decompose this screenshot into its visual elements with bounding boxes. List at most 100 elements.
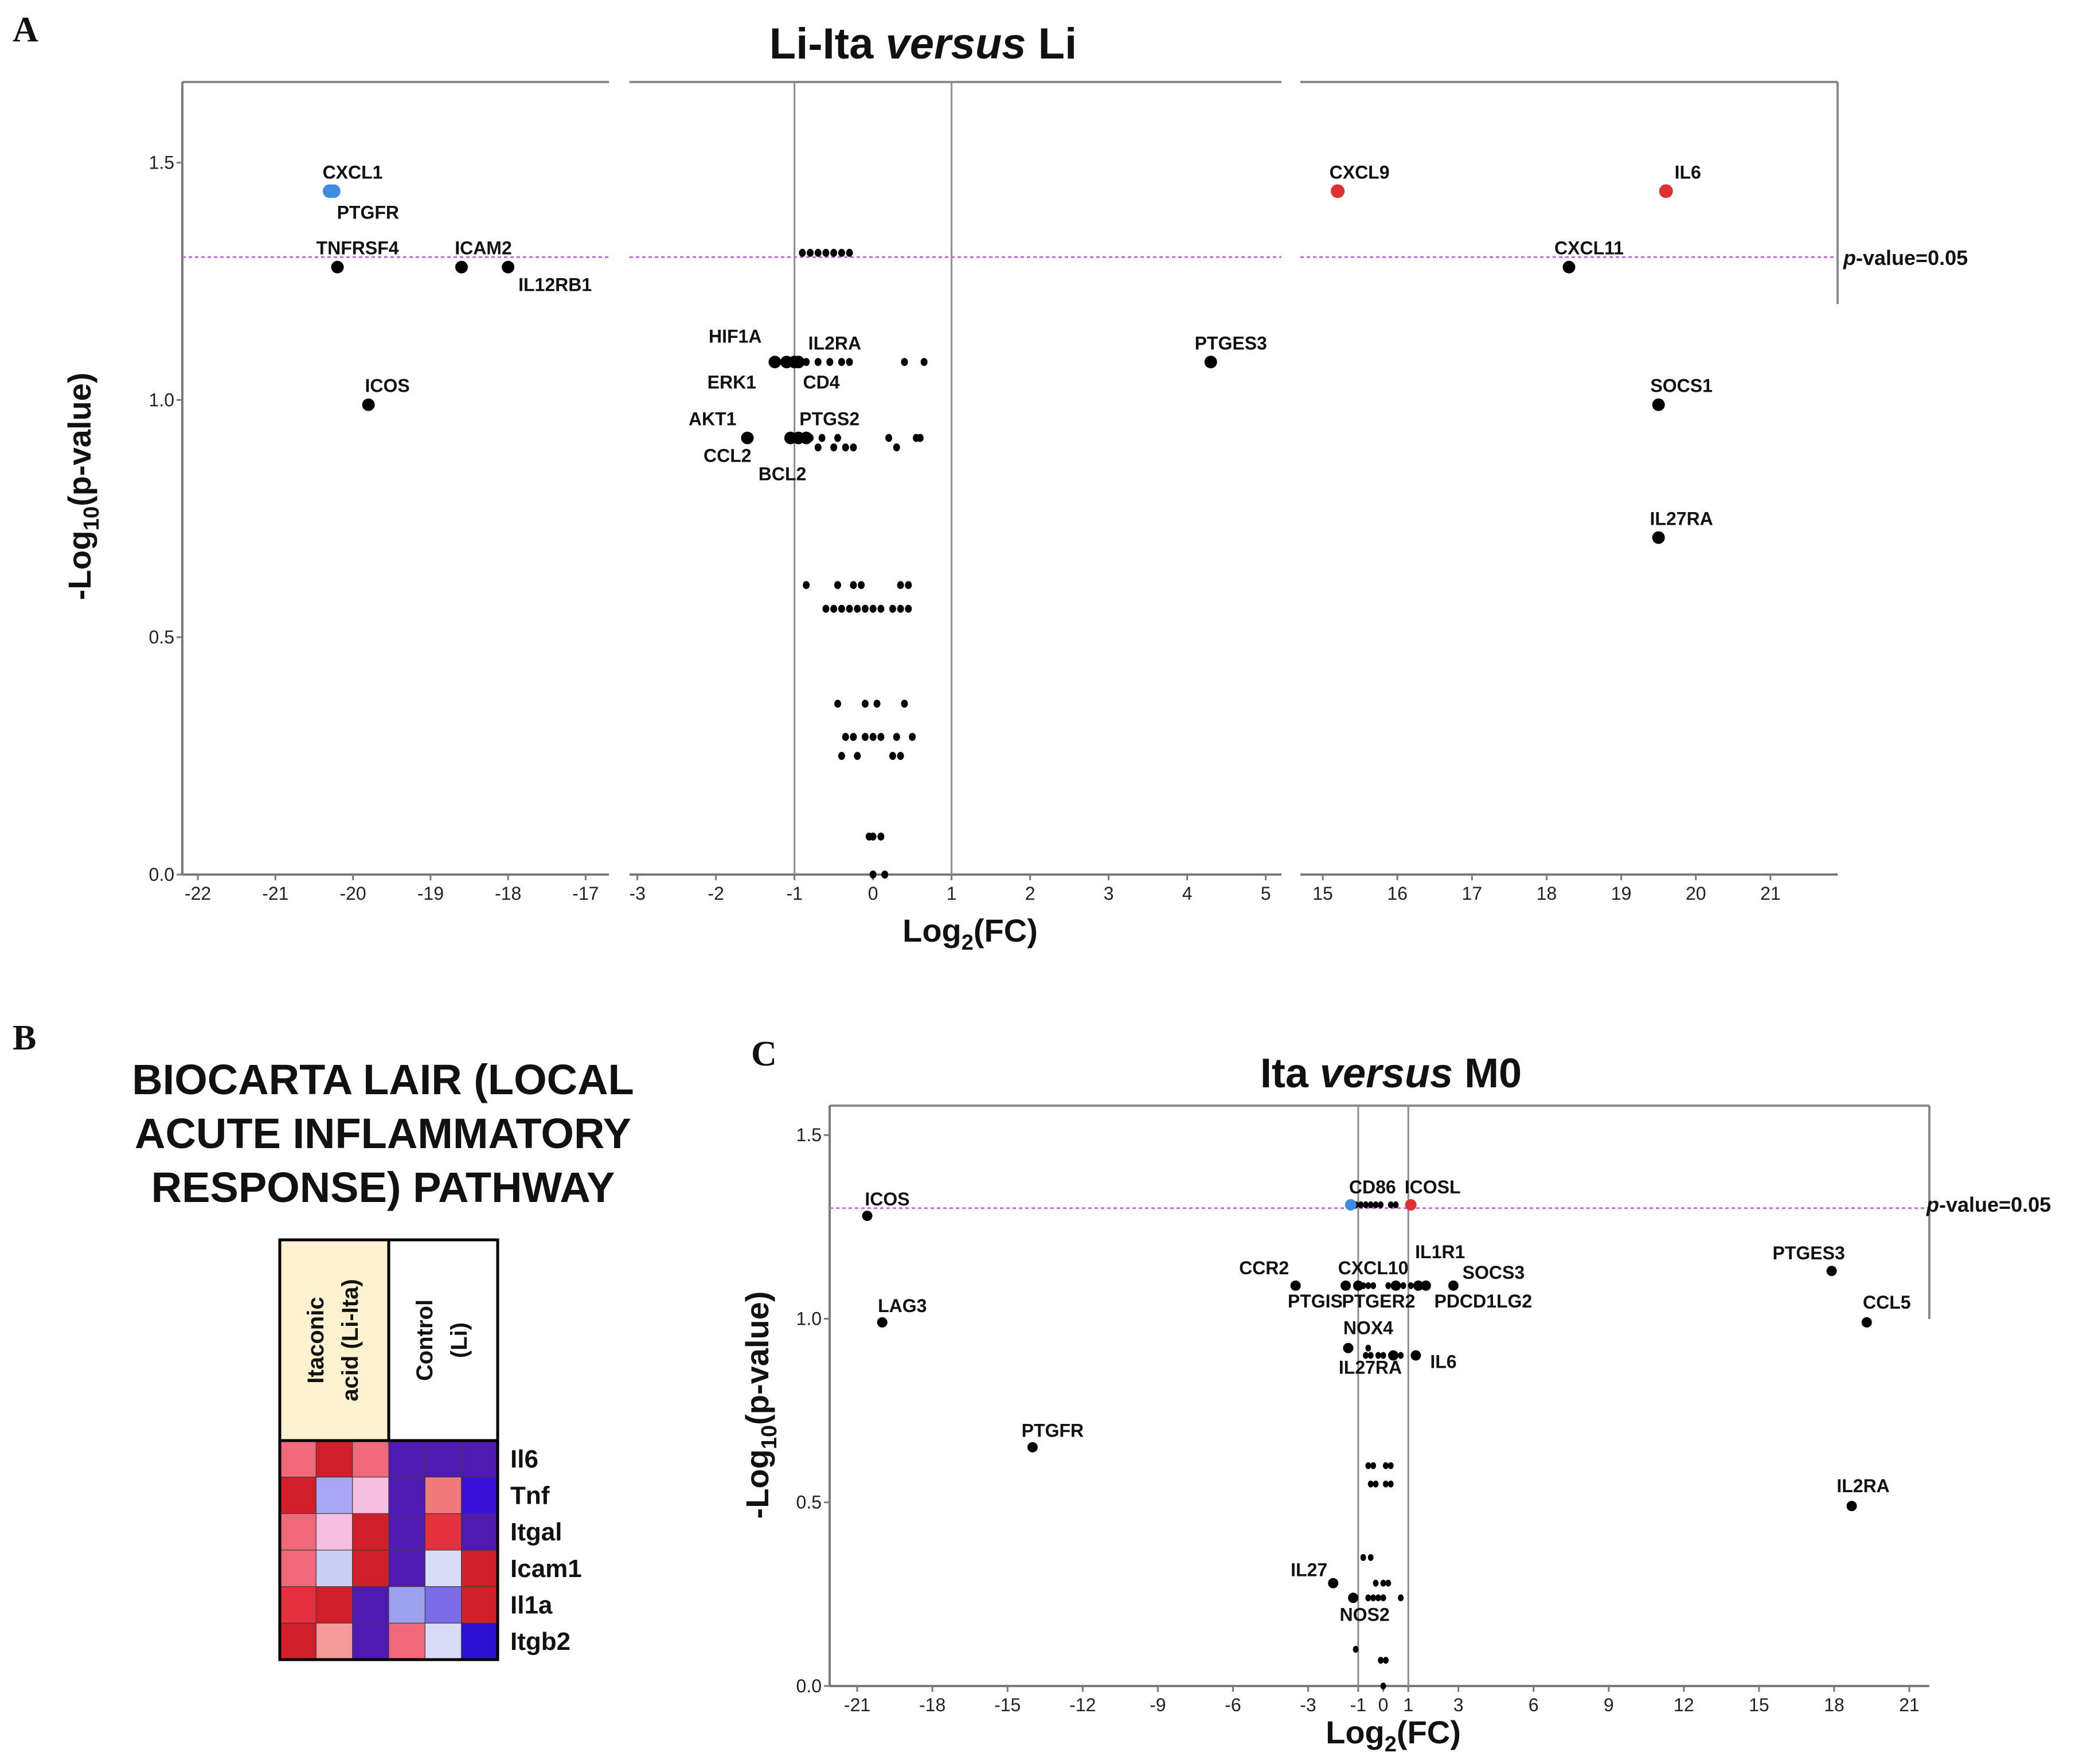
data-point <box>873 700 881 708</box>
data-point <box>1375 1594 1381 1602</box>
data-point <box>905 604 912 613</box>
data-point-socs1 <box>1652 398 1665 411</box>
heatmap-col-label-itaconic-1: Itaconic <box>303 1297 329 1383</box>
data-point-cd4 <box>792 356 805 369</box>
data-point <box>1388 1462 1394 1469</box>
data-point <box>846 248 853 257</box>
data-point <box>1365 1594 1371 1602</box>
x-tick-label-17: 17 <box>1462 883 1483 904</box>
panel-b-letter: B <box>13 1018 36 1057</box>
panel-a-plot: 0.0 0.5 1.0 1.5 -22 -21 -20 -19 -18 -17 -3 -2 -1 0 1 2 3… <box>149 81 1839 904</box>
data-point <box>1393 1201 1399 1208</box>
data-point <box>869 604 877 613</box>
data-point-ptges3 <box>1826 1266 1837 1277</box>
x-tick-label-3: 3 <box>1453 1695 1464 1715</box>
point-label-ptges3: PTGES3 <box>1772 1243 1844 1263</box>
x-tick-label--20: -20 <box>339 883 366 904</box>
data-point-nos2 <box>1348 1593 1359 1603</box>
panel-a-threshold-label: p-value=0.05 <box>1843 246 1968 270</box>
data-point <box>1358 1201 1364 1208</box>
y-tick-label-1-0: 1.0 <box>796 1308 822 1329</box>
panel-c-axis-frame <box>829 1105 1930 1687</box>
panel-a-x-axis-title: Log2(FC) <box>902 912 1038 955</box>
panel-a-title: Li-Ita versus Li <box>769 19 1077 68</box>
panel-a-y-axis-title: -Log10(p-value) <box>61 373 104 600</box>
data-point <box>1408 1282 1414 1289</box>
x-tick-label--1: -1 <box>786 883 802 904</box>
heatmap-cell <box>388 1586 426 1624</box>
point-label-il12rb1: IL12RB1 <box>518 275 592 295</box>
point-label-ccl2: CCL2 <box>704 446 752 466</box>
data-point <box>799 248 806 257</box>
data-point <box>1367 1480 1374 1488</box>
heatmap-cell <box>315 1550 353 1587</box>
data-point <box>822 604 830 613</box>
heatmap-row-label-il1a: Il1a <box>510 1591 553 1619</box>
data-point-ptger2 <box>1390 1280 1401 1291</box>
heatmap-cells <box>279 1440 499 1661</box>
x-tick-label-18: 18 <box>1824 1695 1844 1715</box>
data-point <box>1367 1352 1374 1359</box>
x-tick-label--2: -2 <box>708 883 724 904</box>
data-point-nox4 <box>1343 1342 1354 1353</box>
data-point <box>1398 1594 1404 1602</box>
x-tick-label-0: 0 <box>1378 1695 1389 1715</box>
panel-b-title-line-1: BIOCARTA LAIR (LOCAL <box>132 1056 634 1103</box>
heatmap-cell <box>279 1586 317 1624</box>
data-point-il27 <box>1328 1578 1339 1589</box>
x-tick-label--3: -3 <box>1300 1695 1316 1715</box>
x-tick-label-6: 6 <box>1529 1695 1539 1715</box>
data-point <box>1373 1201 1379 1208</box>
data-point-socs3 <box>1448 1280 1459 1291</box>
heatmap-row-labels: Il6 Tnf Itgal Icam1 Il1a Itgb2 <box>510 1445 582 1656</box>
point-label-ptgfr: PTGFR <box>337 202 399 223</box>
data-point <box>1380 1683 1386 1689</box>
data-point <box>830 604 838 613</box>
point-label-cd4: CD4 <box>803 372 840 392</box>
data-point-ccl5 <box>1861 1317 1872 1328</box>
data-point <box>869 871 877 879</box>
heatmap-cell <box>388 1477 426 1515</box>
data-point <box>897 581 904 590</box>
point-label-il2ra: IL2RA <box>1836 1476 1889 1496</box>
heatmap-cell <box>424 1513 462 1551</box>
point-label-icam2: ICAM2 <box>455 238 512 259</box>
data-point <box>901 700 908 708</box>
data-point <box>889 604 896 613</box>
heatmap-cell <box>424 1622 462 1661</box>
x-tick-label--12: -12 <box>1069 1695 1096 1715</box>
data-point-cxcl10 <box>1341 1280 1351 1291</box>
heatmap-row-label-itgb2: Itgb2 <box>510 1628 570 1656</box>
data-point-ptgis <box>1353 1280 1363 1291</box>
x-tick-label-15: 15 <box>1749 1695 1769 1715</box>
panel-c-plot: 0.0 0.5 1.0 1.5 -21 -18 -15 -12 -9 -6 -3 -1 0 1 3 6 9 12 1… <box>796 1105 1930 1715</box>
heatmap-header-itaconic <box>280 1240 389 1441</box>
x-tick-label--21: -21 <box>844 1695 870 1715</box>
heatmap-cell <box>279 1477 317 1515</box>
data-point <box>889 752 896 760</box>
point-label-cxcl9: CXCL9 <box>1330 162 1390 182</box>
heatmap-cell <box>315 1622 353 1661</box>
data-point <box>1398 1352 1404 1359</box>
panel-a-fold-change-lines <box>794 82 953 875</box>
data-point-il6 <box>1410 1350 1421 1361</box>
data-point <box>893 443 900 452</box>
point-label-cxcl1: CXCL1 <box>323 162 383 182</box>
data-point <box>1388 1201 1394 1208</box>
point-label-akt1: AKT1 <box>689 409 737 430</box>
data-point-pdcd1lg2 <box>1420 1280 1431 1291</box>
x-tick-label--1: -1 <box>1350 1695 1366 1715</box>
data-point <box>1382 1480 1389 1488</box>
heatmap-cell <box>461 1513 499 1551</box>
x-tick-label--3: -3 <box>629 883 645 904</box>
data-point <box>1385 1282 1392 1289</box>
data-point <box>897 604 904 613</box>
point-label-cd86: CD86 <box>1349 1177 1396 1197</box>
data-point <box>1375 1352 1381 1359</box>
data-point <box>920 358 928 366</box>
data-point <box>1362 1352 1369 1359</box>
x-tick-label--19: -19 <box>417 883 444 904</box>
panel-c-threshold-label: p-value=0.05 <box>1926 1193 2051 1216</box>
data-point-sig-down-cd86 <box>1345 1199 1357 1211</box>
